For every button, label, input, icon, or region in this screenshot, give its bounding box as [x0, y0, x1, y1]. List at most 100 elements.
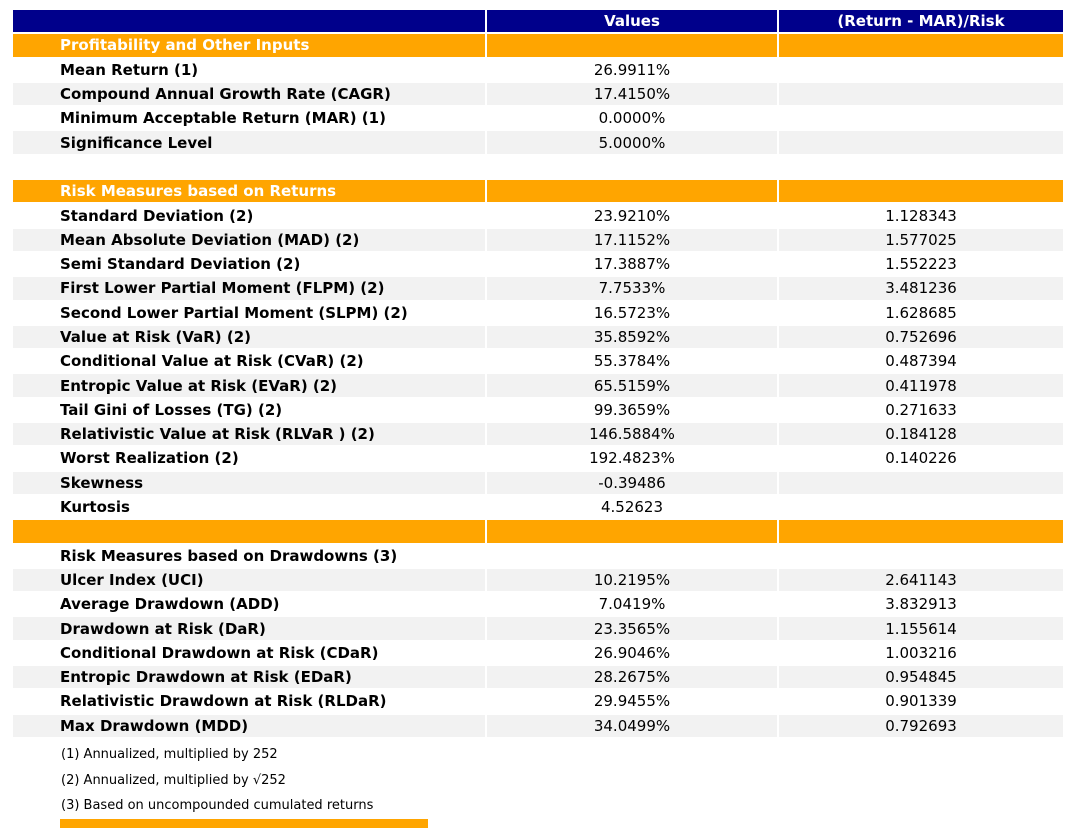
table-row: Skewness -0.39486: [13, 471, 1063, 496]
table-row: Mean Return (1) 26.9911%: [13, 58, 1063, 83]
row-label: Tail Gini of Losses (TG) (2): [13, 399, 485, 424]
row-risk: 1.155614: [777, 617, 1063, 642]
row-label: First Lower Partial Moment (FLPM) (2): [13, 277, 485, 302]
row-label: Drawdown at Risk (DaR): [13, 617, 485, 642]
row-label: Conditional Value at Risk (CVaR) (2): [13, 350, 485, 375]
header-empty-cell: [13, 10, 485, 35]
row-value: 17.3887%: [485, 252, 777, 278]
spacer-row: [13, 155, 1063, 181]
table-row: Worst Realization (2) 192.4823% 0.140226: [13, 447, 1063, 472]
table-header-row: Values (Return - MAR)/Risk: [13, 10, 1063, 35]
row-risk: 0.901339: [777, 690, 1063, 715]
row-value: [485, 155, 777, 181]
row-label: Entropic Drawdown at Risk (EDaR): [13, 666, 485, 691]
row-value: 4.52623: [485, 495, 777, 521]
row-value: 7.7533%: [485, 277, 777, 302]
row-risk: 1.003216: [777, 641, 1063, 667]
row-risk: [777, 520, 1063, 545]
table-row: Tail Gini of Losses (TG) (2) 99.3659% 0.27…: [13, 398, 1063, 424]
table-row: Second Lower Partial Moment (SLPM) (2) 16…: [13, 301, 1063, 326]
row-value: 7.0419%: [485, 593, 777, 618]
row-label: Compound Annual Growth Rate (CAGR): [13, 82, 485, 108]
section-header-row: Profitability and Other Inputs: [13, 34, 1063, 59]
row-label: [13, 155, 485, 181]
row-label: Second Lower Partial Moment (SLPM) (2): [13, 302, 485, 326]
table-row: Max Drawdown (MDD) 34.0499% 0.792693: [13, 714, 1063, 739]
row-risk: 0.752696: [777, 325, 1063, 351]
row-risk: 1.552223: [777, 252, 1063, 278]
row-label: Minimum Acceptable Return (MAR) (1): [13, 107, 485, 132]
row-label: Risk Measures based on Drawdowns (3): [13, 545, 485, 569]
row-label: Skewness: [13, 471, 485, 496]
section-header-row: [13, 520, 1063, 545]
row-value: 35.8592%: [485, 325, 777, 351]
row-risk: 1.628685: [777, 301, 1063, 326]
footnote-3: (3) Based on uncompounded cumulated retu…: [61, 798, 374, 813]
row-risk: [777, 107, 1063, 132]
row-label: Ulcer Index (UCI): [13, 568, 485, 594]
table-row: Ulcer Index (UCI) 10.2195% 2.641143: [13, 568, 1063, 594]
table-row: Standard Deviation (2) 23.9210% 1.128343: [13, 204, 1063, 229]
row-risk: 1.577025: [777, 228, 1063, 253]
row-risk: 0.271633: [777, 398, 1063, 424]
row-label: Entropic Value at Risk (EVaR) (2): [13, 374, 485, 399]
row-value: 23.3565%: [485, 617, 777, 642]
table-row: Relativistic Drawdown at Risk (RLDaR) 29.…: [13, 690, 1063, 715]
column-header-return-mar-risk: (Return - MAR)/Risk: [777, 10, 1063, 35]
row-label: [13, 520, 485, 545]
section-header-row: Risk Measures based on Returns: [13, 180, 1063, 205]
table-row: Drawdown at Risk (DaR) 23.3565% 1.155614: [13, 617, 1063, 642]
row-risk: 1.128343: [777, 204, 1063, 229]
row-label: Average Drawdown (ADD): [13, 593, 485, 618]
row-value: 146.5884%: [485, 423, 777, 448]
row-label: Max Drawdown (MDD): [13, 714, 485, 739]
row-value: 55.3784%: [485, 350, 777, 375]
row-risk: 0.411978: [777, 374, 1063, 399]
row-label: Mean Absolute Deviation (MAD) (2): [13, 228, 485, 253]
row-risk: [777, 155, 1063, 181]
row-value: [485, 180, 777, 205]
table-row: Entropic Value at Risk (EVaR) (2) 65.5159…: [13, 374, 1063, 399]
table-row: Conditional Drawdown at Risk (CDaR) 26.90…: [13, 641, 1063, 667]
bottom-orange-strip: [60, 819, 428, 828]
row-risk: 0.184128: [777, 423, 1063, 448]
row-risk: 2.641143: [777, 568, 1063, 594]
row-risk: 0.140226: [777, 447, 1063, 472]
row-label: Mean Return (1): [13, 59, 485, 83]
row-label: Kurtosis: [13, 496, 485, 521]
column-header-values: Values: [485, 10, 777, 35]
row-value: 0.0000%: [485, 107, 777, 132]
table-row: Entropic Drawdown at Risk (EDaR) 28.2675%…: [13, 666, 1063, 691]
row-risk: [777, 495, 1063, 521]
row-label: Profitability and Other Inputs: [13, 34, 485, 59]
row-risk: 0.954845: [777, 666, 1063, 691]
table-row: Kurtosis 4.52623: [13, 495, 1063, 521]
metrics-table: Values (Return - MAR)/Risk Profitability…: [13, 10, 1063, 739]
row-label: Significance Level: [13, 131, 485, 156]
row-label: Relativistic Value at Risk (RLVaR ) (2): [13, 423, 485, 448]
row-value: 5.0000%: [485, 131, 777, 156]
row-risk: [777, 34, 1063, 59]
row-risk: [777, 471, 1063, 496]
table-row: Value at Risk (VaR) (2) 35.8592% 0.752696: [13, 325, 1063, 351]
row-label: Semi Standard Deviation (2): [13, 253, 485, 278]
table-row: Semi Standard Deviation (2) 17.3887% 1.552…: [13, 252, 1063, 278]
row-value: 29.9455%: [485, 690, 777, 715]
row-risk: 3.832913: [777, 593, 1063, 618]
row-value: 28.2675%: [485, 666, 777, 691]
table-row: Relativistic Value at Risk (RLVaR ) (2) 1…: [13, 423, 1063, 448]
row-value: [485, 520, 777, 545]
row-label: Worst Realization (2): [13, 447, 485, 472]
table-row: Minimum Acceptable Return (MAR) (1) 0.000…: [13, 107, 1063, 132]
row-risk: [777, 544, 1063, 569]
row-label: Value at Risk (VaR) (2): [13, 325, 485, 351]
footnote-2: (2) Annualized, multiplied by √252: [61, 772, 286, 788]
row-value: 26.9046%: [485, 641, 777, 667]
row-label: Standard Deviation (2): [13, 204, 485, 229]
row-value: 23.9210%: [485, 204, 777, 229]
row-value: 192.4823%: [485, 447, 777, 472]
row-risk: [777, 82, 1063, 108]
row-label: Relativistic Drawdown at Risk (RLDaR): [13, 690, 485, 715]
row-value: [485, 34, 777, 59]
